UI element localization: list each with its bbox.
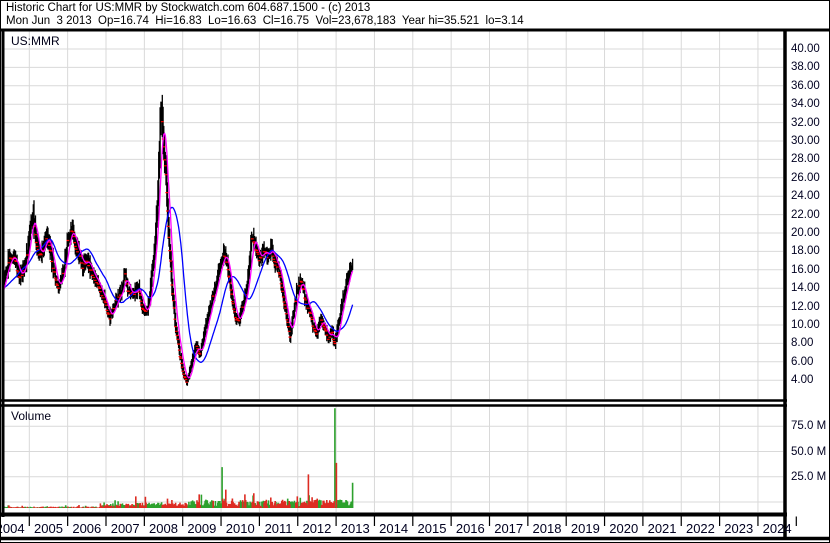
price-axis-label: 20.00 — [791, 227, 820, 239]
year-label: 2018 — [532, 521, 562, 536]
price-axis-label: 38.00 — [791, 61, 820, 74]
year-axis: 2004 2005 2006 2007 2008 2009 2010 2011 2012 2013… — [1, 521, 829, 538]
year-label: 2021 — [647, 521, 677, 536]
year-label: 2017 — [494, 521, 524, 536]
year-label: 2009 — [187, 521, 217, 536]
price-axis-label: 36.00 — [791, 79, 820, 92]
quote-line: Mon Jun 3 2013 Op=16.74 Hi=16.83 Lo=16.6… — [6, 15, 524, 27]
volume-axis-label: 25.0 M — [791, 470, 827, 483]
price-axis-label: 28.00 — [791, 153, 820, 166]
year-ticks — [28, 516, 797, 526]
ma-long-line — [4, 206, 354, 363]
volume-axis-label: 75.0 M — [791, 420, 827, 433]
year-label: 2014 — [379, 521, 409, 536]
year-label: 2023 — [724, 521, 754, 536]
year-label: 2011 — [264, 521, 293, 536]
year-label: 2012 — [302, 521, 332, 536]
year-label: 2016 — [455, 521, 485, 536]
price-axis-label: 32.00 — [791, 116, 820, 129]
price-axis-label: 18.00 — [791, 245, 820, 258]
year-label: 2020 — [609, 521, 639, 536]
price-axis-label: 26.00 — [791, 171, 820, 184]
volume-bars-up — [4, 408, 354, 508]
year-label: 2005 — [34, 521, 63, 536]
price-bars — [4, 94, 354, 386]
price-axis-label: 4.00 — [791, 374, 814, 387]
price-axis-label: 24.00 — [791, 190, 820, 203]
chart-title: Historic Chart for US:MMR by Stockwatch.… — [6, 2, 371, 14]
year-label: 2024 — [762, 521, 792, 536]
volume-bars-down — [8, 462, 338, 508]
year-label: 2022 — [685, 521, 715, 536]
year-label: 2004 — [1, 521, 25, 536]
price-axis-label: 40.00 — [791, 43, 820, 55]
price-axis-label: 12.00 — [791, 300, 820, 313]
year-label: 2015 — [417, 521, 447, 536]
price-axis-label: 16.00 — [791, 263, 820, 276]
year-label: 2008 — [149, 521, 178, 536]
volume-panel-label: Volume — [11, 409, 52, 423]
price-axis-label: 30.00 — [791, 135, 820, 147]
price-axis-label: 6.00 — [791, 355, 814, 368]
price-axis-label: 10.00 — [791, 319, 820, 331]
price-axis-label: 34.00 — [791, 98, 820, 111]
year-label: 2019 — [570, 521, 600, 536]
year-label: 2013 — [340, 521, 370, 536]
year-label: 2010 — [225, 521, 255, 536]
ma-short-line — [4, 132, 354, 379]
volume-axis-label: 50.0 M — [791, 445, 827, 458]
price-axis-label: 8.00 — [791, 337, 814, 350]
symbol-label: US:MMR — [11, 34, 60, 48]
year-label: 2007 — [110, 521, 140, 536]
down-close-ticks — [7, 121, 337, 383]
price-axis-label: 22.00 — [791, 208, 820, 221]
year-label: 2006 — [72, 521, 102, 536]
price-axis-label: 14.00 — [791, 282, 820, 295]
gridlines — [4, 31, 783, 512]
